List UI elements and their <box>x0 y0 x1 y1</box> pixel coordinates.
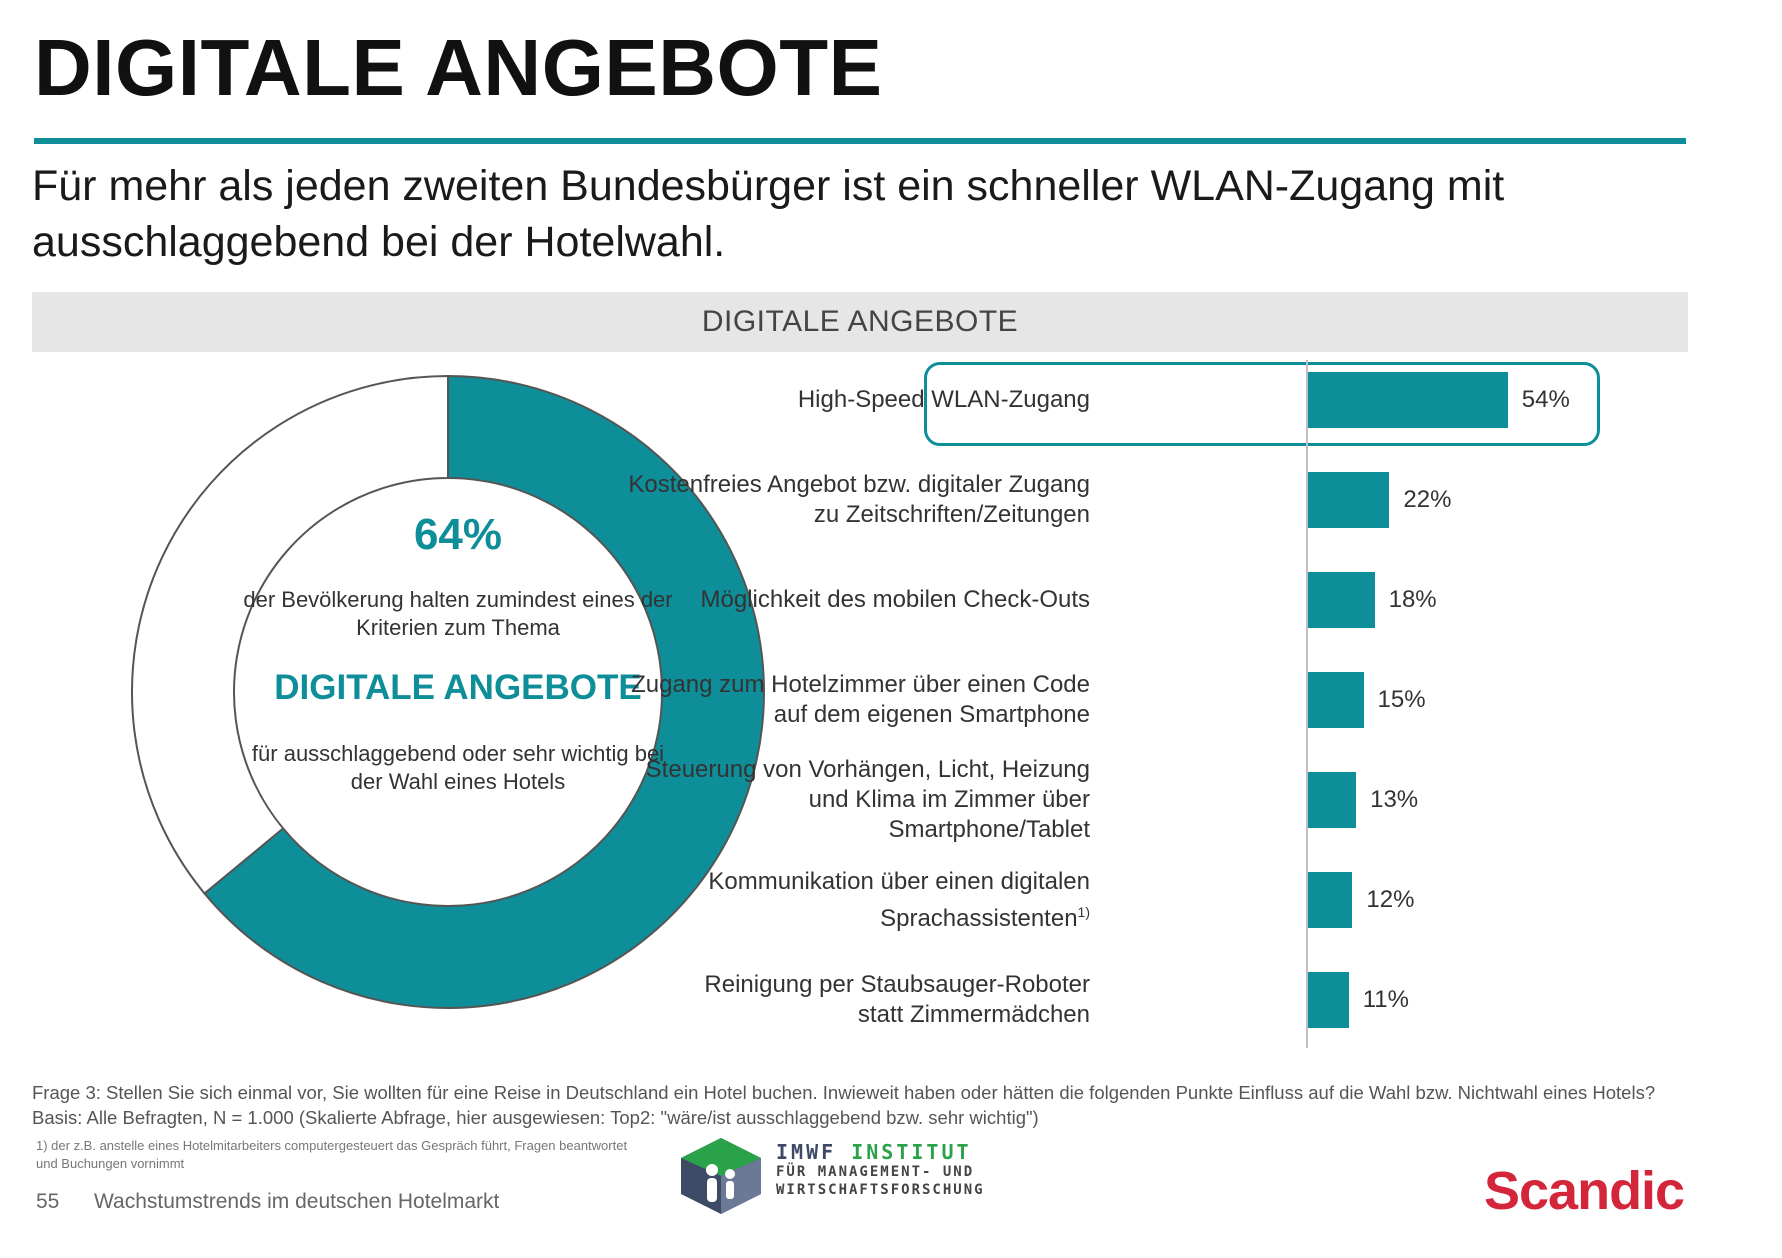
footnote: 1) der z.B. anstelle eines Hotelmitarbei… <box>36 1138 628 1171</box>
imwf-logo-line3: WIRTSCHAFTSFORSCHUNG <box>776 1182 985 1198</box>
donut-slice-1 <box>131 374 449 895</box>
bar-label: Reinigung per Staubsauger-Roboter statt Z… <box>704 971 1090 1028</box>
section-banner: DIGITALE ANGEBOTE <box>32 292 1688 352</box>
scandic-logo: Scandic <box>1484 1161 1685 1221</box>
bar <box>1308 772 1357 828</box>
bar <box>1308 372 1508 428</box>
bar <box>1308 872 1353 928</box>
bar-value-label: 22% <box>1403 486 1452 513</box>
donut-chart <box>131 374 765 1009</box>
bar-chart: High-Speed WLAN-Zugang 54% Kostenfreies An… <box>628 360 1740 1060</box>
bar-value-label: 13% <box>1370 786 1419 813</box>
donut-text-top: der Bevölkerung halten zumindest eines d… <box>243 587 673 640</box>
bar-label: Kommunikation über einen digitalen Sprach… <box>708 867 1090 932</box>
bar-label: High-Speed WLAN-Zugang <box>797 386 1090 413</box>
bar-axis-line <box>1306 360 1308 1048</box>
bar-value-label: 12% <box>1366 886 1415 913</box>
title-divider <box>34 138 1686 144</box>
imwf-logo-line2: FÜR MANAGEMENT- UND <box>776 1164 975 1180</box>
bar <box>1308 972 1349 1028</box>
bar-row: Möglichkeit des mobilen Check-Outs 18% <box>701 560 1740 640</box>
page-title: DIGITALE ANGEBOTE <box>34 23 883 112</box>
highlight-frame <box>924 362 1600 446</box>
bar-row: High-Speed WLAN-Zugang 54% <box>780 360 1740 440</box>
footnote-marker: 1) <box>1077 903 1090 920</box>
bar-label: Steuerung von Vorhängen, Licht, Heizung u… <box>645 756 1090 843</box>
bar-row: Steuerung von Vorhängen, Licht, Heizung u… <box>646 756 1740 843</box>
bar <box>1308 472 1390 528</box>
bar-value-label: 18% <box>1388 586 1437 613</box>
bar-label: Kostenfreies Angebot bzw. digitaler Zuga… <box>628 471 1090 528</box>
bar-label: Möglichkeit des mobilen Check-Outs <box>700 586 1091 613</box>
donut-text-bottom: für ausschlaggebend oder sehr wichtig be… <box>251 741 665 794</box>
imwf-logo-title: IMWF INSTITUT <box>776 1140 972 1164</box>
bar-value-label: 54% <box>1521 386 1570 413</box>
footer-text: Wachstumstrends im deutschen Hotelmarkt <box>94 1190 500 1213</box>
bar <box>1308 572 1375 628</box>
bar-row: Reinigung per Staubsauger-Roboter statt Z… <box>704 960 1740 1040</box>
bar-row: Zugang zum Hotelzimmer über einen Code au… <box>631 660 1740 740</box>
bar-label: Zugang zum Hotelzimmer über einen Code au… <box>631 671 1090 728</box>
imwf-logo-icon <box>681 1138 761 1214</box>
donut-highlight: DIGITALE ANGEBOTE <box>274 668 642 707</box>
question-note: Frage 3: Stellen Sie sich einmal vor, Si… <box>32 1082 1656 1128</box>
bar-row: Kommunikation über einen digitalen Sprach… <box>708 860 1740 940</box>
bar-value-label: 15% <box>1377 686 1426 713</box>
donut-slice-0 <box>203 374 765 1009</box>
donut-percent-label: 64% <box>413 510 503 559</box>
bar <box>1308 672 1364 728</box>
bar-row: Kostenfreies Angebot bzw. digitaler Zuga… <box>628 460 1740 540</box>
page-number: 55 <box>36 1190 60 1213</box>
page-subtitle: Für mehr als jeden zweiten Bundesbürger … <box>32 162 1505 266</box>
bar-value-label: 11% <box>1362 986 1409 1013</box>
